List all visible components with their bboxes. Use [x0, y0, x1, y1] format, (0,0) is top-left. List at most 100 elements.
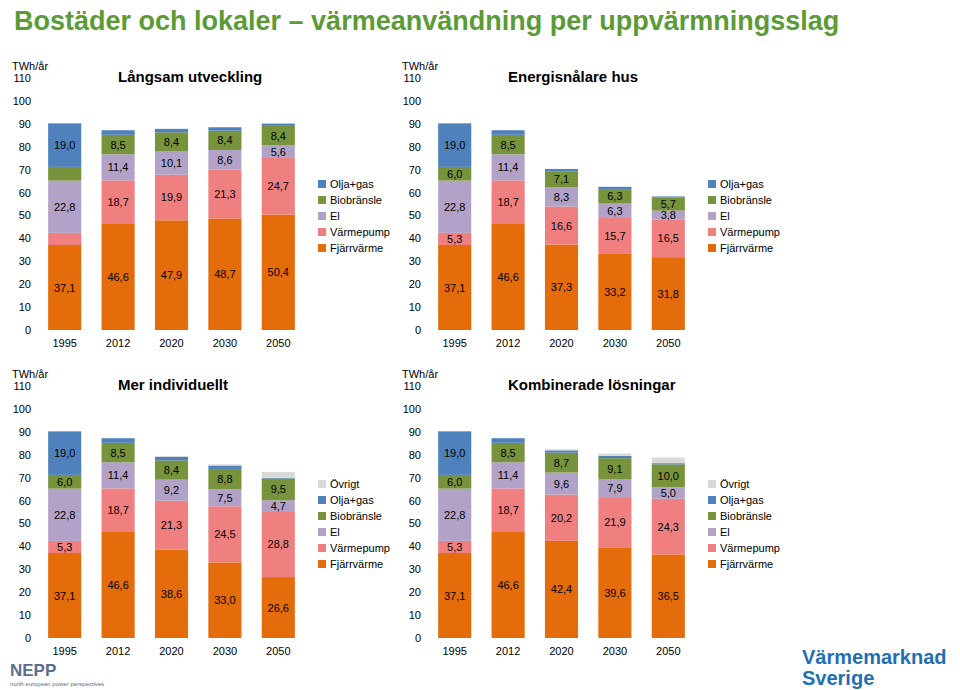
- bar-segment: [155, 152, 188, 175]
- bar-segment: [262, 145, 295, 158]
- data-label: 42,4: [551, 583, 572, 595]
- data-label: 9,6: [554, 478, 569, 490]
- y-tick-label: 60: [19, 495, 31, 507]
- data-label: 21,9: [604, 516, 625, 528]
- bar-segment: [492, 130, 525, 135]
- bar-segment: [598, 458, 631, 479]
- bar-segment: [48, 475, 81, 489]
- data-label: 6,0: [447, 168, 462, 180]
- bar-segment: [492, 223, 525, 330]
- bar-segment: [438, 431, 471, 432]
- data-label: 6,0: [447, 476, 462, 488]
- legend-label: Värmepump: [330, 226, 390, 238]
- bar-segment: [262, 479, 295, 501]
- data-label: 7,1: [554, 173, 569, 185]
- y-tick-label: 0: [415, 324, 421, 336]
- x-tick-label: 2020: [549, 645, 573, 657]
- bar-segment: [155, 550, 188, 638]
- data-label: 6,3: [607, 205, 622, 217]
- y-tick-label: 70: [409, 164, 421, 176]
- legend-swatch: [318, 528, 326, 536]
- legend-label: El: [330, 526, 340, 538]
- bar-segment: [545, 473, 578, 495]
- y-tick-label: 10: [409, 301, 421, 313]
- legend-swatch: [318, 512, 326, 520]
- bar-segment: [48, 431, 81, 475]
- legend-label: Övrigt: [720, 478, 749, 490]
- legend-swatch: [708, 560, 716, 568]
- bar-segment: [155, 456, 188, 457]
- bar-segment: [208, 562, 241, 638]
- panel-title: Mer individuellt: [118, 376, 228, 393]
- panel-title: Kombinerade lösningar: [508, 376, 676, 393]
- data-label: 8,8: [217, 473, 232, 485]
- bar-segment: [598, 454, 631, 456]
- data-label: 6,3: [607, 190, 622, 202]
- y-tick-label: 60: [409, 495, 421, 507]
- data-label: 19,9: [161, 191, 182, 203]
- data-label: 6,0: [57, 476, 72, 488]
- data-label: 37,3: [551, 281, 572, 293]
- x-tick-label: 2012: [106, 337, 130, 349]
- logo-text: Sverige: [802, 667, 874, 689]
- data-label: 18,7: [497, 504, 518, 516]
- data-label: 38,6: [161, 588, 182, 600]
- bar-segment: [48, 431, 81, 432]
- y-tick-label: 80: [19, 449, 31, 461]
- data-label: 8,7: [554, 457, 569, 469]
- data-label: 8,5: [500, 139, 515, 151]
- legend-swatch: [708, 228, 716, 236]
- data-label: 8,5: [500, 447, 515, 459]
- data-label: 24,7: [268, 180, 289, 192]
- x-tick-label: 2030: [603, 645, 627, 657]
- y-tick-label: 30: [19, 255, 31, 267]
- data-label: 19,0: [444, 447, 465, 459]
- y-axis-label: TWh/år: [402, 368, 438, 380]
- legend-label: Biobränsle: [720, 510, 772, 522]
- data-label: 39,6: [604, 587, 625, 599]
- data-label: 11,4: [498, 161, 519, 173]
- bar-segment: [652, 464, 685, 487]
- y-tick-label: 10: [409, 609, 421, 621]
- y-tick-label: 110: [403, 72, 421, 84]
- bars: [438, 123, 685, 330]
- data-label: 8,4: [164, 136, 179, 148]
- y-tick-label: 80: [19, 141, 31, 153]
- y-tick-label: 90: [409, 426, 421, 438]
- legend-label: El: [330, 210, 340, 222]
- y-tick-label: 50: [409, 517, 421, 529]
- data-label: 5,3: [57, 541, 72, 553]
- bar-segment: [438, 541, 471, 553]
- legend-swatch: [318, 496, 326, 504]
- bar-segment: [652, 499, 685, 555]
- data-label: 48,7: [214, 268, 235, 280]
- legend-swatch: [318, 480, 326, 488]
- data-label: 11,4: [108, 161, 129, 173]
- data-label: 8,3: [554, 191, 569, 203]
- x-tick-label: 2030: [603, 337, 627, 349]
- data-label: 28,8: [268, 538, 289, 550]
- data-label: 5,0: [661, 487, 676, 499]
- bar-segment: [652, 457, 685, 463]
- x-tick-label: 1995: [442, 645, 466, 657]
- y-tick-label: 90: [409, 118, 421, 130]
- y-tick-label: 110: [403, 380, 421, 392]
- legend-label: Fjärrvärme: [720, 558, 773, 570]
- bar-segment: [492, 135, 525, 154]
- bar-segment: [438, 553, 471, 638]
- legend-label: Olja+gas: [330, 494, 374, 506]
- data-label: 5,3: [447, 233, 462, 245]
- data-label: 26,6: [268, 602, 289, 614]
- legend-swatch: [708, 180, 716, 188]
- bar-segment: [652, 257, 685, 330]
- data-label: 8,6: [217, 154, 232, 166]
- data-label: 22,8: [54, 201, 75, 213]
- legend-label: Olja+gas: [720, 494, 764, 506]
- y-tick-label: 90: [19, 426, 31, 438]
- data-label: 5,7: [661, 198, 676, 210]
- x-tick-label: 2050: [656, 645, 680, 657]
- data-label: 5,6: [271, 146, 286, 158]
- bar-segment: [652, 487, 685, 498]
- bar-segment: [492, 488, 525, 531]
- data-label: 47,9: [161, 269, 182, 281]
